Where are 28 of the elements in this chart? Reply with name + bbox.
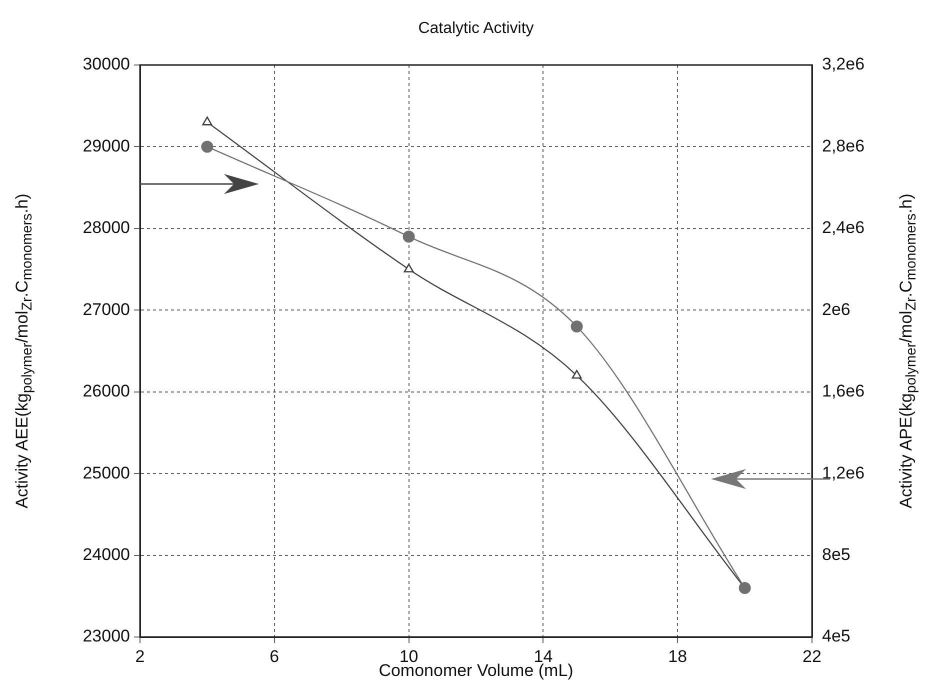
y-tick-label: 27000 [82, 300, 130, 319]
point [570, 320, 583, 332]
chart-title: Catalytic Activity [418, 20, 534, 38]
y-tick-label: 26000 [82, 382, 130, 401]
y-tick-label: 30000 [82, 54, 130, 74]
y2-tick-label: 4e5 [822, 626, 850, 646]
y2-tick-label: 8e5 [822, 544, 850, 564]
y-tick-label: 29000 [82, 136, 130, 156]
point [404, 264, 414, 272]
x-tick-label: 18 [668, 646, 688, 666]
x-tick-label: 2 [135, 646, 145, 666]
y2-tick-label: 1,6e6 [822, 382, 865, 401]
point [572, 370, 582, 379]
y2-tick-label: 2,8e6 [822, 136, 865, 156]
x-tick-label: 6 [270, 646, 280, 666]
y-tick-label: 25000 [82, 463, 130, 482]
point [738, 582, 751, 594]
y-tick-label: 23000 [82, 626, 130, 646]
y2-tick-label: 2e6 [822, 300, 850, 319]
point [202, 116, 212, 126]
point [402, 230, 415, 243]
x-tick-label: 22 [802, 646, 822, 666]
y2-tick-label: 2,4e6 [822, 218, 865, 238]
point [201, 140, 214, 153]
y2-tick-label: 3,2e6 [822, 54, 865, 74]
y2-tick-label: 1,2e6 [822, 463, 865, 482]
y-tick-label: 24000 [82, 544, 130, 564]
y-tick-label: 28000 [82, 218, 130, 238]
